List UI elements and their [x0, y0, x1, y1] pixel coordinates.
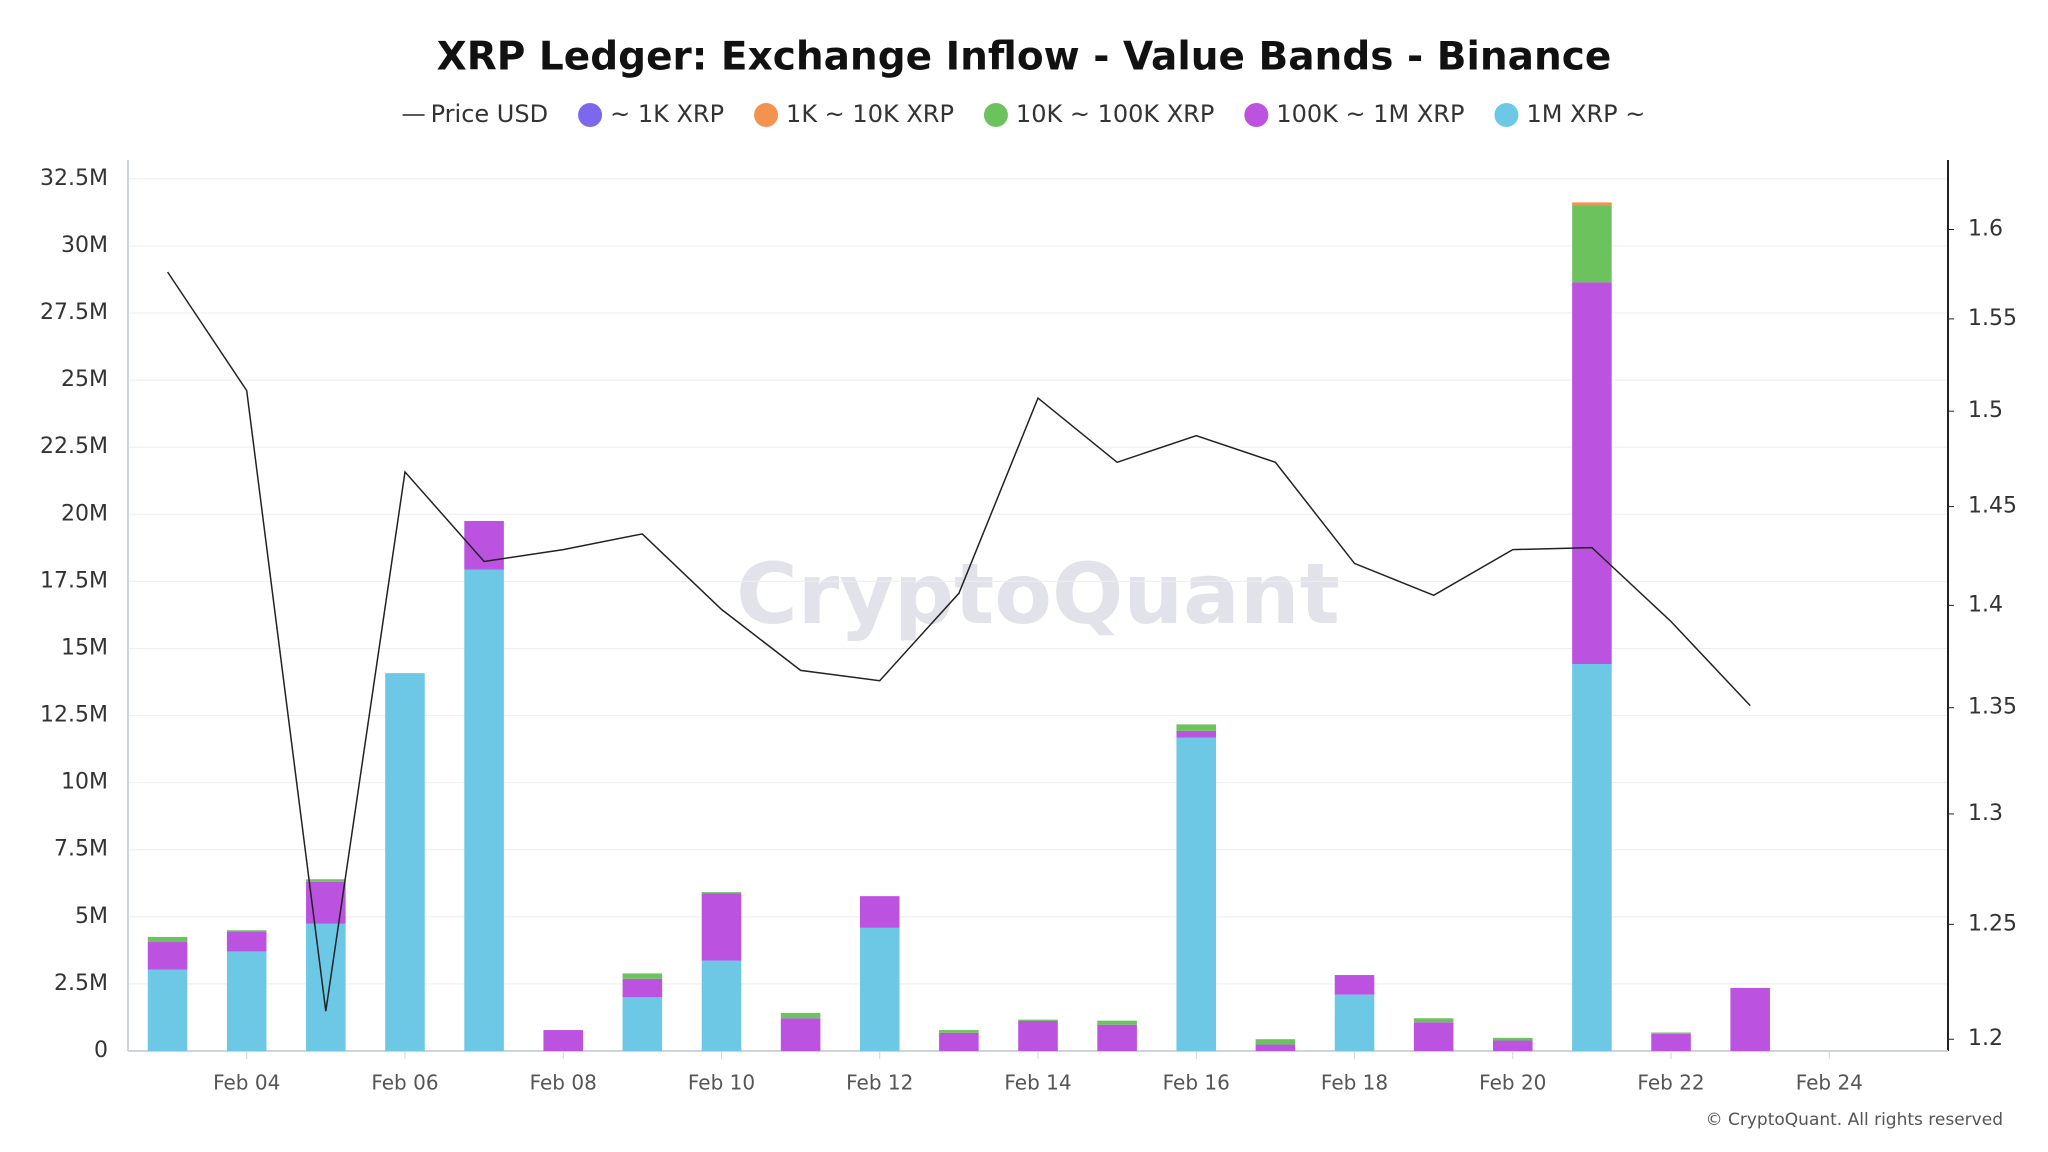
- bar-segment: [385, 673, 425, 1051]
- bar-segment: [939, 1030, 979, 1033]
- bar-segment: [306, 923, 346, 1051]
- y-tick-label: 10M: [61, 770, 108, 795]
- bar-segment: [1176, 730, 1217, 738]
- y-tick-label: 30M: [61, 233, 108, 258]
- bar-segment: [1176, 737, 1217, 1051]
- legend-marker: [983, 103, 1008, 127]
- watermark: CryptoQuant: [736, 545, 1340, 643]
- x-tick-label: Feb 18: [1321, 1071, 1388, 1095]
- bar-segment: [1493, 1040, 1533, 1051]
- chart-title: XRP Ledger: Exchange Inflow - Value Band…: [437, 35, 1612, 80]
- y-tick-label: 27.5M: [40, 300, 108, 325]
- bar-segment: [226, 951, 267, 1051]
- x-tick-label: Feb 10: [688, 1071, 755, 1095]
- bar-segment: [1413, 1018, 1454, 1023]
- bar-segment: [622, 997, 663, 1051]
- bar-segment: [226, 930, 267, 932]
- legend-marker: [754, 103, 779, 127]
- legend-label: 1K ~ 10K XRP: [786, 100, 954, 128]
- y-tick-label: 25M: [61, 367, 108, 392]
- y2-tick-label: 1.25: [1968, 911, 2017, 936]
- bar-segment: [543, 1030, 583, 1051]
- y2-tick-label: 1.6: [1968, 217, 2003, 242]
- y2-tick-label: 1.55: [1968, 306, 2017, 331]
- bar-segment: [306, 879, 346, 882]
- legend-label: 100K ~ 1M XRP: [1276, 100, 1464, 128]
- y-tick-label: 2.5M: [54, 971, 108, 996]
- bar-segment: [859, 927, 900, 1051]
- bar-segment: [1255, 1044, 1296, 1051]
- y2-tick-label: 1.5: [1968, 398, 2003, 423]
- bar-segment: [1018, 1020, 1058, 1051]
- y2-tick-label: 1.45: [1968, 494, 2017, 519]
- legend-label: 1M XRP ~: [1526, 100, 1645, 128]
- legend-marker: [1244, 103, 1269, 127]
- bar-segment: [859, 896, 900, 928]
- bar-segment: [780, 1018, 821, 1051]
- x-tick-label: Feb 24: [1796, 1071, 1863, 1095]
- bar-segment: [1572, 202, 1612, 206]
- y-tick-label: 0: [94, 1038, 108, 1063]
- y2-tick-label: 1.4: [1968, 592, 2003, 617]
- y-tick-label: 20M: [61, 501, 108, 526]
- bar-segment: [622, 978, 663, 998]
- y-tick-label: 12.5M: [40, 703, 108, 728]
- bar-segment: [147, 936, 188, 943]
- bar-segment: [1572, 664, 1612, 1051]
- y2-tick-label: 1.35: [1968, 695, 2017, 720]
- legend-marker: [578, 103, 603, 127]
- legend-marker: [1494, 103, 1519, 127]
- bar-segment: [1493, 1037, 1533, 1041]
- y-tick-label: 22.5M: [40, 434, 108, 459]
- bar-segment: [147, 969, 188, 1051]
- legend-label: Price USD: [431, 100, 548, 128]
- legend: Price USD ~ 1K XRP 1K ~ 10K XRP 10K ~ 100K …: [402, 100, 1645, 128]
- y-tick-label: 32.5M: [40, 166, 108, 191]
- bar-segment: [622, 973, 663, 979]
- bar-segment: [147, 942, 188, 970]
- y-tick-label: 15M: [61, 635, 108, 660]
- bar-segment: [1097, 1024, 1137, 1051]
- bar-segment: [1413, 1022, 1454, 1051]
- bar-segment: [1334, 975, 1375, 995]
- bar-segment: [939, 1032, 979, 1051]
- bar-segment: [780, 1012, 821, 1019]
- bar-segment: [1651, 1033, 1691, 1051]
- y-tick-label: 7.5M: [54, 837, 108, 862]
- bar-segment: [226, 931, 267, 952]
- y-tick-label: 5M: [75, 904, 108, 929]
- y2-tick-label: 1.3: [1968, 801, 2003, 826]
- bar-segment: [1651, 1032, 1691, 1034]
- x-tick-label: Feb 12: [846, 1071, 913, 1095]
- bar-segment: [701, 893, 742, 961]
- x-tick-label: Feb 06: [371, 1071, 438, 1095]
- footer: © CryptoQuant. All rights reserved: [1706, 1110, 2003, 1130]
- bar-segment: [1176, 724, 1217, 731]
- y2-tick-label: 1.2: [1968, 1026, 2003, 1051]
- x-tick-label: Feb 16: [1163, 1071, 1230, 1095]
- bar-segment: [1334, 994, 1375, 1051]
- bar-segment: [701, 960, 742, 1051]
- bar-segment: [1097, 1020, 1137, 1025]
- legend-label: ~ 1K XRP: [610, 100, 724, 128]
- price-line: [166, 271, 1751, 1012]
- x-tick-label: Feb 08: [530, 1071, 597, 1095]
- x-tick-label: Feb 04: [213, 1071, 280, 1095]
- x-tick-label: Feb 22: [1637, 1071, 1704, 1095]
- x-tick-label: Feb 20: [1479, 1071, 1546, 1095]
- y-tick-label: 17.5M: [40, 568, 108, 593]
- bar-segment: [1255, 1039, 1296, 1045]
- legend-label: 10K ~ 100K XRP: [1016, 100, 1214, 128]
- bar-segment: [1018, 1019, 1058, 1021]
- bar-segment: [1572, 282, 1612, 665]
- bar-segment: [701, 892, 742, 894]
- x-tick-label: Feb 14: [1004, 1071, 1071, 1095]
- bar-segment: [1730, 987, 1770, 1051]
- bar-segment: [1572, 205, 1612, 283]
- bar-segment: [464, 569, 504, 1051]
